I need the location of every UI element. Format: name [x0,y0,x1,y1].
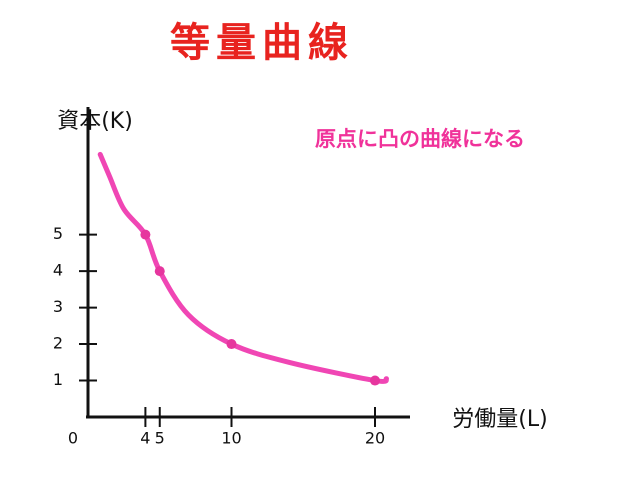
data-point [226,339,237,350]
y-tick-label: 4 [53,261,63,280]
data-point [154,266,165,277]
y-tick-label: 5 [53,224,63,243]
origin-label: 0 [68,429,78,448]
curve [97,151,389,384]
data-point [140,229,151,240]
annotation: 原点に凸の曲線になる [315,127,525,151]
y-axis-label: 資本(K) [57,109,133,134]
data-point [369,375,380,386]
y-tick-label: 3 [53,297,63,316]
x-tick-label: 10 [221,429,241,448]
y-tick-label: 2 [53,334,63,353]
y-tick-label: 1 [53,370,63,389]
x-axis-label: 労働量(L) [452,407,547,432]
chart-title: 等量曲線 [170,20,354,66]
x-tick-label: 20 [365,429,385,448]
x-tick-label: 5 [155,429,165,448]
x-tick-label: 4 [140,429,150,448]
